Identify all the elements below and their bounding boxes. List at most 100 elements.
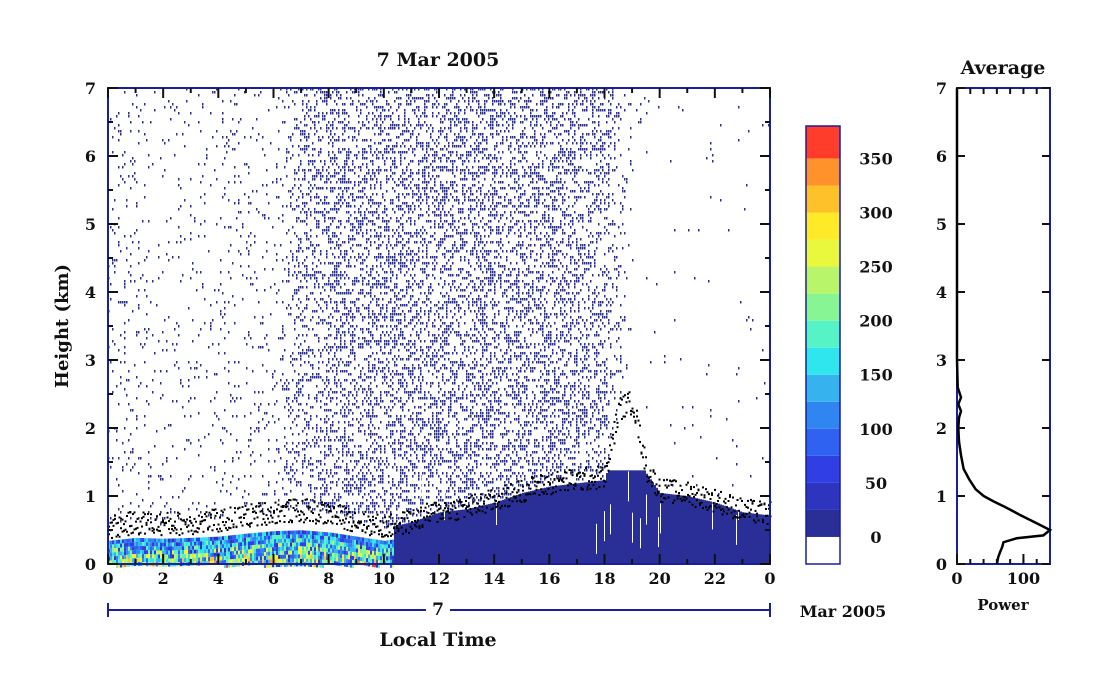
noise-cell (394, 397, 396, 400)
noise-cell (420, 229, 422, 232)
noise-cell (376, 118, 378, 121)
noise-cell (448, 328, 450, 331)
noise-cell (266, 493, 268, 496)
noise-cell (372, 169, 374, 172)
noise-cell (412, 412, 414, 415)
noise-cell (456, 169, 458, 172)
noise-cell (424, 403, 426, 406)
noise-cell (452, 160, 454, 163)
noise-cell (178, 112, 180, 115)
noise-cell (364, 487, 366, 490)
noise-cell (380, 463, 382, 466)
noise-cell (424, 451, 426, 454)
noise-cell (420, 235, 422, 238)
noise-cell (276, 448, 278, 451)
noise-cell (302, 202, 304, 205)
noise-cell (404, 316, 406, 319)
noise-cell (450, 394, 452, 397)
noise-cell (386, 208, 388, 211)
noise-cell (440, 343, 442, 346)
noise-cell (248, 265, 250, 268)
noise-cell (388, 475, 390, 478)
noise-cell (436, 445, 438, 448)
noise-cell (298, 352, 300, 355)
noise-cell (342, 322, 344, 325)
noise-cell (336, 244, 338, 247)
noise-cell (232, 295, 234, 298)
noise-cell (224, 460, 226, 463)
noise-cell (368, 199, 370, 202)
noise-cell (348, 322, 350, 325)
noise-cell (394, 166, 396, 169)
noise-cell (200, 130, 202, 133)
noise-cell (310, 292, 312, 295)
noise-cell (244, 163, 246, 166)
noise-cell (404, 256, 406, 259)
noise-cell (406, 151, 408, 154)
noise-cell (444, 301, 446, 304)
noise-cell (432, 127, 434, 130)
noise-cell (452, 487, 454, 490)
noise-cell (408, 118, 410, 121)
noise-cell (404, 304, 406, 307)
noise-cell (340, 412, 342, 415)
noise-cell (370, 340, 372, 343)
noise-cell (246, 277, 248, 280)
noise-cell (348, 310, 350, 313)
noise-cell (334, 325, 336, 328)
noise-cell (382, 382, 384, 385)
noise-cell (378, 358, 380, 361)
noise-cell (360, 181, 362, 184)
noise-cell (410, 100, 412, 103)
noise-cell (436, 145, 438, 148)
noise-cell (364, 463, 366, 466)
noise-cell (326, 487, 328, 490)
noise-cell (380, 361, 382, 364)
noise-cell (428, 481, 430, 484)
noise-cell (344, 394, 346, 397)
noise-cell (462, 244, 464, 247)
noise-cell (320, 427, 322, 430)
noise-cell (404, 325, 406, 328)
noise-cell (262, 148, 264, 151)
noise-cell (294, 265, 296, 268)
noise-cell (316, 415, 318, 418)
noise-cell (408, 460, 410, 463)
noise-cell (130, 121, 132, 124)
noise-cell (458, 220, 460, 223)
noise-cell (450, 223, 452, 226)
noise-cell (420, 124, 422, 127)
noise-cell (330, 286, 332, 289)
noise-cell (392, 274, 394, 277)
noise-cell (388, 229, 390, 232)
noise-cell (408, 520, 410, 523)
noise-cell (220, 439, 222, 442)
noise-cell (412, 421, 414, 424)
noise-cell (442, 304, 444, 307)
noise-cell (430, 226, 432, 229)
noise-cell (266, 250, 268, 253)
noise-cell (454, 175, 456, 178)
noise-cell (120, 130, 122, 133)
noise-cell (408, 322, 410, 325)
noise-cell (414, 487, 416, 490)
noise-cell (384, 139, 386, 142)
noise-cell (430, 148, 432, 151)
noise-cell (224, 367, 226, 370)
noise-cell (224, 352, 226, 355)
noise-cell (458, 226, 460, 229)
noise-cell (416, 415, 418, 418)
noise-cell (366, 328, 368, 331)
noise-cell (350, 214, 352, 217)
noise-cell (276, 166, 278, 169)
noise-cell (378, 445, 380, 448)
noise-cell (346, 379, 348, 382)
noise-cell (452, 472, 454, 475)
noise-cell (462, 97, 464, 100)
noise-cell (190, 415, 192, 418)
noise-cell (350, 487, 352, 490)
noise-cell (304, 232, 306, 235)
noise-cell (446, 292, 448, 295)
noise-cell (244, 193, 246, 196)
noise-cell (450, 235, 452, 238)
